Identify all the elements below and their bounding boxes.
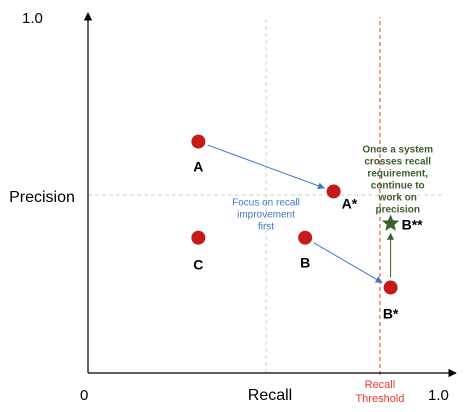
recall-note-line-2: first — [258, 222, 274, 233]
precision-note-line-2: requirement, — [367, 168, 428, 179]
arrow-A-to-Astar — [207, 144, 325, 190]
x-tick-label-1: 1.0 — [428, 387, 449, 404]
precision-note-line-1: crosses recall — [364, 156, 431, 167]
threshold-label-line2: Threshold — [355, 393, 404, 405]
arrow-B-to-Bstar — [313, 242, 383, 283]
point-bstar — [383, 280, 398, 295]
point-label-bstarstar: B** — [402, 216, 424, 232]
y-tick-label-1: 1.0 — [22, 10, 43, 27]
recall-note-line-1: improvement — [237, 210, 295, 221]
threshold-label-line1: Recall — [365, 379, 396, 391]
point-label-astar: A* — [342, 195, 358, 211]
point-a — [191, 134, 206, 149]
point-label-bstar: B* — [383, 306, 399, 322]
precision-note-line-3: continue to — [371, 180, 425, 191]
x-tick-label-0: 0 — [80, 387, 88, 404]
y-axis-title: Precision — [9, 189, 75, 206]
point-astar — [326, 184, 341, 199]
precision-note-line-0: Once a system — [362, 144, 433, 155]
point-c — [191, 230, 206, 245]
point-bstarstar — [382, 214, 400, 231]
x-axis-title: Recall — [248, 387, 292, 404]
recall-note-line-0: Focus on recall — [232, 198, 300, 209]
point-b — [298, 230, 313, 245]
precision-note-line-5: precision — [375, 204, 419, 215]
point-label-a: A — [193, 159, 203, 175]
point-label-c: C — [193, 257, 203, 273]
point-label-b: B — [300, 255, 310, 271]
precision-note-line-4: work on — [378, 192, 417, 203]
